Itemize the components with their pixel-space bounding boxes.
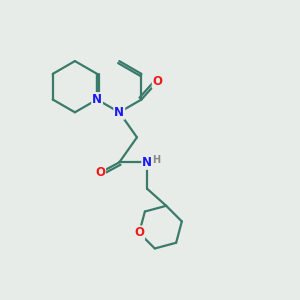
Text: N: N [114, 106, 124, 119]
Text: O: O [153, 75, 163, 88]
Text: N: N [142, 156, 152, 169]
Text: H: H [153, 155, 161, 165]
Text: O: O [95, 166, 105, 179]
Text: O: O [134, 226, 144, 239]
Text: N: N [92, 93, 102, 106]
